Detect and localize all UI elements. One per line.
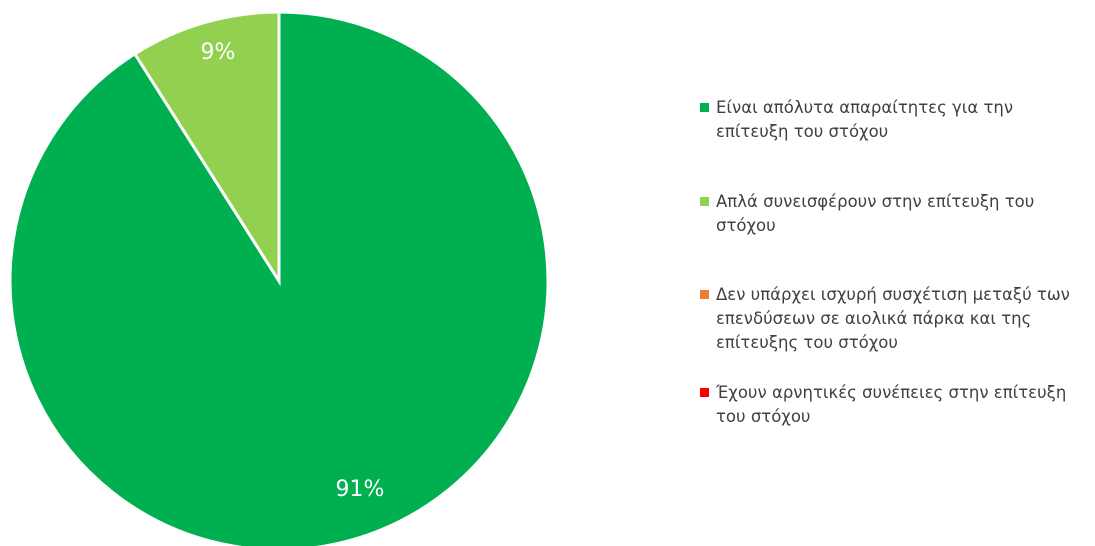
legend-item: Απλά συνεισφέρουν στην επίτευξη του στόχ… bbox=[700, 190, 1085, 238]
legend-label: Έχουν αρνητικές συνέπειες στην επίτευξη … bbox=[716, 383, 1067, 426]
legend-swatch bbox=[700, 103, 709, 112]
legend-swatch bbox=[700, 290, 709, 299]
legend-label: Είναι απόλυτα απαραίτητες για την επίτευ… bbox=[716, 98, 1014, 141]
legend-label: Δεν υπάρχει ισχυρή συσχέτιση μεταξύ των … bbox=[716, 285, 1070, 352]
legend-label: Απλά συνεισφέρουν στην επίτευξη του στόχ… bbox=[716, 192, 1035, 235]
data-label: 91% bbox=[336, 477, 385, 502]
legend-swatch bbox=[700, 197, 709, 206]
legend-item: Δεν υπάρχει ισχυρή συσχέτιση μεταξύ των … bbox=[700, 283, 1085, 355]
legend-item: Είναι απόλυτα απαραίτητες για την επίτευ… bbox=[700, 96, 1085, 144]
pie-slice bbox=[132, 10, 281, 287]
legend-swatch bbox=[700, 388, 709, 397]
data-label: 9% bbox=[201, 40, 236, 65]
legend-item: Έχουν αρνητικές συνέπειες στην επίτευξη … bbox=[700, 381, 1085, 429]
